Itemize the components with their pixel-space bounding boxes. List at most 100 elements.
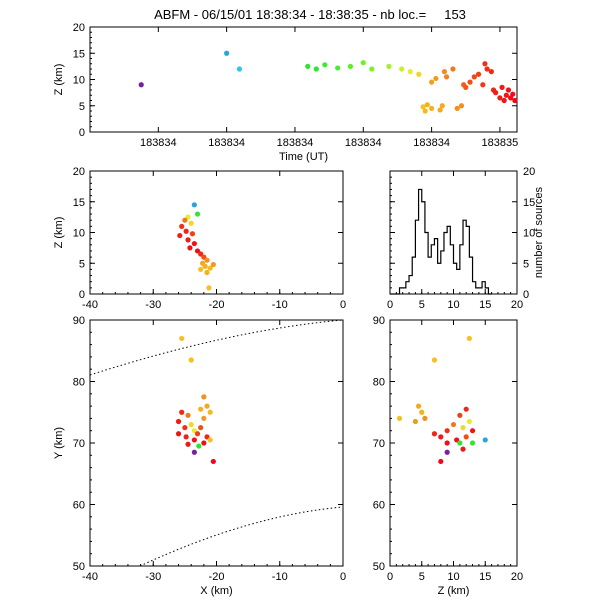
data-point xyxy=(210,261,216,268)
y-tick-label: 90 xyxy=(373,315,385,327)
data-point xyxy=(191,437,197,443)
data-point xyxy=(457,440,463,446)
data-point xyxy=(189,231,196,237)
data-point xyxy=(482,61,488,67)
x-tick-label: -40 xyxy=(82,571,98,583)
x-tick-label: 0 xyxy=(387,571,393,583)
x-tick-label: 20 xyxy=(511,299,523,311)
data-point xyxy=(484,66,490,72)
data-point xyxy=(424,102,430,108)
data-point xyxy=(512,97,518,104)
figure-title: ABFM - 06/15/01 18:38:34 - 18:38:35 - nb… xyxy=(154,7,466,22)
y-tick-label: 50 xyxy=(373,561,385,573)
x-tick-label: 20 xyxy=(511,571,523,583)
y-tick-label: 0 xyxy=(79,289,85,301)
y-tick-label: 15 xyxy=(73,48,85,60)
y-tick-label: 10 xyxy=(73,228,85,240)
x-axis-label: X (km) xyxy=(200,585,232,597)
data-point xyxy=(419,409,425,415)
plot-frame xyxy=(89,319,344,567)
y-tick-label: 90 xyxy=(73,315,85,327)
y-tick-label: 50 xyxy=(73,561,85,573)
data-point xyxy=(198,266,204,272)
time-height-panel: 183834 183834 183834 183834 183834 183835 0 5 10… xyxy=(53,22,518,163)
y-tick-label: 20 xyxy=(523,166,535,178)
data-point xyxy=(207,437,213,443)
data-point xyxy=(191,202,197,208)
data-point xyxy=(236,66,243,72)
data-point xyxy=(201,440,207,446)
y-tick-label: 70 xyxy=(373,438,385,450)
data-point xyxy=(493,90,499,96)
x-tick-label: -40 xyxy=(82,299,98,311)
data-point xyxy=(175,431,182,437)
data-point xyxy=(463,434,469,440)
data-point xyxy=(422,415,428,421)
data-point xyxy=(460,446,466,452)
data-point xyxy=(412,418,418,425)
plot-frame xyxy=(89,170,344,295)
y-tick-label: 5 xyxy=(79,101,85,113)
data-point xyxy=(431,431,438,437)
data-point xyxy=(179,223,185,229)
data-point xyxy=(204,403,210,409)
data-point xyxy=(188,220,194,226)
y-tick-label: 70 xyxy=(73,438,85,450)
x-tick-label: 15 xyxy=(479,571,491,583)
data-point xyxy=(444,449,450,455)
data-point xyxy=(194,431,201,437)
y-tick-label: 15 xyxy=(73,197,85,209)
data-point xyxy=(305,63,311,69)
x-y-panel: -40 -30 -20 -10 0 50 60 70 80 90 X (km) Y (km) xyxy=(53,315,346,597)
data-point xyxy=(422,108,428,114)
x-tick-label: -10 xyxy=(272,571,288,583)
y-tick-label: 20 xyxy=(73,22,85,34)
x-tick-label: 15 xyxy=(479,299,491,311)
data-point xyxy=(347,63,354,69)
data-point xyxy=(179,409,185,415)
data-point xyxy=(204,269,210,276)
y-tick-label: 80 xyxy=(373,377,385,389)
data-point xyxy=(450,66,456,72)
data-point xyxy=(183,228,189,234)
x-tick-label: 183834 xyxy=(208,137,245,149)
data-point xyxy=(202,263,208,269)
data-point xyxy=(386,63,392,69)
y-tick-label: 20 xyxy=(73,166,85,178)
data-point xyxy=(194,211,201,217)
data-point xyxy=(201,415,207,421)
data-point xyxy=(360,60,366,66)
x-tick-label: -20 xyxy=(209,571,225,583)
data-point xyxy=(196,443,202,449)
data-point xyxy=(429,79,435,85)
data-point xyxy=(444,440,450,446)
data-point xyxy=(433,75,439,82)
x-tick-label: 183834 xyxy=(345,137,382,149)
y-tick-label: 0 xyxy=(79,127,85,139)
y-tick-label: 80 xyxy=(73,377,85,389)
y-tick-label: 5 xyxy=(523,258,529,270)
data-point xyxy=(501,97,507,104)
data-point xyxy=(207,409,213,415)
data-point xyxy=(188,421,194,428)
data-point xyxy=(185,441,191,447)
x-tick-label: -10 xyxy=(272,299,288,311)
data-point xyxy=(415,403,422,409)
data-point xyxy=(443,74,450,80)
data-point xyxy=(187,245,193,251)
data-point xyxy=(416,71,422,77)
data-point xyxy=(438,458,444,465)
data-point xyxy=(480,82,486,88)
data-point xyxy=(466,335,472,342)
data-point xyxy=(505,87,512,93)
data-point xyxy=(458,103,465,109)
y-tick-label: 60 xyxy=(73,500,85,512)
data-point xyxy=(201,394,207,400)
data-point xyxy=(138,82,144,88)
data-point xyxy=(460,425,466,431)
range-ring-outer xyxy=(89,319,344,376)
x-tick-label: 183834 xyxy=(413,137,450,149)
z-y-panel: 0 5 10 15 20 50 60 70 80 90 Z (km) xyxy=(373,315,523,597)
x-tick-label: -30 xyxy=(145,571,161,583)
